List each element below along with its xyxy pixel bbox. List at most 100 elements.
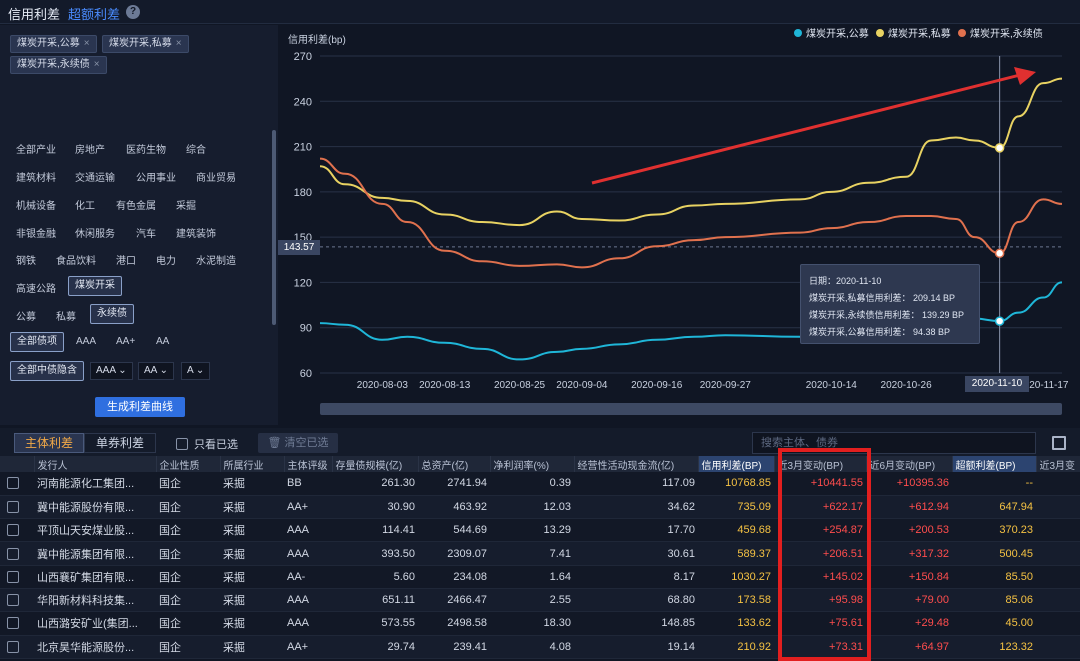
- industry-item[interactable]: 采掘: [176, 201, 196, 212]
- tab-single-bond-spread[interactable]: 单券利差: [84, 433, 156, 453]
- close-icon[interactable]: ×: [93, 59, 100, 70]
- checkbox-icon[interactable]: [7, 547, 19, 560]
- industry-item[interactable]: 机械设备: [16, 201, 56, 212]
- expand-icon[interactable]: [1052, 436, 1066, 450]
- issue-type-private[interactable]: 私募: [56, 312, 76, 323]
- table-cell: 30.61: [574, 541, 698, 566]
- y-tick-label: 120: [294, 277, 312, 289]
- close-icon[interactable]: ×: [175, 38, 182, 49]
- table-cell: 148.85: [574, 611, 698, 636]
- clear-selection-button[interactable]: 🗑 清空已选: [258, 433, 338, 453]
- date-range-slider[interactable]: [320, 403, 1062, 415]
- row-checkbox[interactable]: [0, 541, 34, 566]
- selected-series-chip[interactable]: 煤炭开采,公募 ×: [10, 35, 97, 53]
- table-cell: 589.37: [698, 541, 774, 566]
- table-cell: +95.98: [774, 588, 866, 613]
- col-total-assets[interactable]: 总资产(亿): [418, 456, 491, 472]
- issue-type-perpetual[interactable]: 永续债: [90, 304, 134, 324]
- implied-dropdown-2[interactable]: AA ⌄: [138, 362, 174, 380]
- table-cell: -: [1036, 518, 1080, 543]
- only-selected-checkbox[interactable]: 只看已选: [176, 436, 238, 452]
- industry-item[interactable]: 食品饮料: [56, 256, 96, 267]
- checkbox-icon[interactable]: [7, 524, 19, 537]
- row-checkbox[interactable]: [0, 611, 34, 636]
- checkbox-icon[interactable]: [7, 500, 19, 513]
- industry-item[interactable]: 钢铁: [16, 256, 36, 267]
- industry-item[interactable]: 商业贸易: [196, 173, 236, 184]
- industry-item[interactable]: 有色金属: [116, 201, 156, 212]
- checkbox-icon[interactable]: [7, 570, 19, 583]
- row-checkbox[interactable]: [0, 495, 34, 520]
- help-icon[interactable]: ?: [126, 5, 140, 19]
- industry-item[interactable]: 非银金融: [16, 229, 56, 240]
- col-industry[interactable]: 所属行业: [220, 456, 285, 472]
- selected-series-chip[interactable]: 煤炭开采,永续债 ×: [10, 56, 107, 74]
- industry-item[interactable]: 电力: [156, 256, 176, 267]
- table-row[interactable]: 华阳新材料科技集... 国企 采掘 AAA 651.11 2466.47 2.55 68.80…: [0, 588, 1080, 613]
- selected-series-chip[interactable]: 煤炭开采,私募 ×: [102, 35, 189, 53]
- checkbox-icon[interactable]: [7, 477, 19, 490]
- table-row[interactable]: 山西襄矿集团有限... 国企 采掘 AA- 5.60 234.08 1.64 8.17 1030…: [0, 565, 1080, 589]
- col-excess-spread[interactable]: 超额利差(BP): [952, 456, 1037, 472]
- col-net-margin[interactable]: 净利润率(%): [490, 456, 575, 472]
- issue-type-public[interactable]: 公募: [16, 312, 36, 323]
- table-row[interactable]: 平顶山天安煤业股... 国企 采掘 AAA 114.41 544.69 13.29 17.70…: [0, 518, 1080, 543]
- col-credit-spread[interactable]: 信用利差(BP): [698, 456, 775, 472]
- rating-all-bond[interactable]: 全部债项: [10, 332, 64, 352]
- rating-aaa[interactable]: AAA: [76, 336, 97, 347]
- row-checkbox[interactable]: [0, 565, 34, 589]
- col-nature[interactable]: 企业性质: [156, 456, 221, 472]
- scrollbar[interactable]: [272, 130, 276, 325]
- implied-dropdown-1[interactable]: AAA ⌄: [90, 362, 133, 380]
- industry-item[interactable]: 汽车: [136, 229, 156, 240]
- table-cell: 采掘: [220, 635, 284, 659]
- close-icon[interactable]: ×: [83, 38, 90, 49]
- industry-item[interactable]: 建筑装饰: [176, 229, 216, 240]
- table-cell: 114.41: [332, 518, 418, 543]
- industry-item-highway[interactable]: 高速公路: [16, 284, 56, 295]
- row-checkbox[interactable]: [0, 472, 34, 496]
- table-row[interactable]: 北京昊华能源股份... 国企 采掘 AA+ 29.74 239.41 4.08 19.14 21…: [0, 635, 1080, 659]
- industry-item[interactable]: 休闲服务: [75, 229, 115, 240]
- industry-item[interactable]: 港口: [116, 256, 136, 267]
- row-checkbox[interactable]: [0, 588, 34, 613]
- col-6m-change[interactable]: 近6月变动(BP): [866, 456, 953, 472]
- tab-credit-spread[interactable]: 信用利差: [8, 4, 61, 29]
- table-row[interactable]: 河南能源化工集团... 国企 采掘 BB 261.30 2741.94 0.39 117.09…: [0, 472, 1080, 496]
- generate-curve-button[interactable]: 生成利差曲线: [95, 397, 185, 417]
- implied-rating-all[interactable]: 全部中债隐含: [10, 361, 84, 381]
- industry-item[interactable]: 水泥制造: [196, 256, 236, 267]
- tab-issuer-spread[interactable]: 主体利差: [14, 433, 84, 453]
- industry-item[interactable]: 综合: [186, 145, 206, 156]
- rating-aa-plus[interactable]: AA+: [116, 336, 136, 347]
- checkbox-icon[interactable]: [7, 594, 19, 607]
- table-cell: 采掘: [220, 541, 284, 566]
- checkbox-icon[interactable]: [7, 640, 19, 653]
- industry-item[interactable]: 医药生物: [126, 145, 166, 156]
- row-checkbox[interactable]: [0, 518, 34, 543]
- industry-item[interactable]: 全部产业: [16, 145, 56, 156]
- col-issuer[interactable]: 发行人: [34, 456, 157, 472]
- industry-item[interactable]: 交通运输: [75, 173, 115, 184]
- industry-item[interactable]: 公用事业: [136, 173, 176, 184]
- table-row[interactable]: 山西潞安矿业(集团... 国企 采掘 AAA 573.55 2498.58 18.30 148…: [0, 611, 1080, 636]
- checkbox-icon[interactable]: [7, 617, 19, 630]
- y-tick-label: 90: [300, 323, 312, 335]
- col-outstanding[interactable]: 存量债规模(亿): [332, 456, 419, 472]
- industry-item[interactable]: 化工: [75, 201, 95, 212]
- tab-excess-spread[interactable]: 超额利差: [68, 7, 121, 22]
- table-cell: 国企: [156, 518, 220, 543]
- rating-aa[interactable]: AA: [156, 336, 170, 347]
- col-op-cashflow[interactable]: 经营性活动现金流(亿): [574, 456, 699, 472]
- col-rating[interactable]: 主体评级: [284, 456, 333, 472]
- row-checkbox[interactable]: [0, 635, 34, 659]
- industry-item[interactable]: 房地产: [75, 145, 105, 156]
- col-3m-change[interactable]: 近3月变动(BP): [774, 456, 867, 472]
- table-row[interactable]: 冀中能源集团有限... 国企 采掘 AAA 393.50 2309.07 7.41 30.61…: [0, 541, 1080, 566]
- implied-dropdown-3[interactable]: A ⌄: [181, 362, 211, 380]
- col-excess-3m-change[interactable]: 近3月变: [1036, 456, 1080, 472]
- table-row[interactable]: 冀中能源股份有限... 国企 采掘 AA+ 30.90 463.92 12.03 34.62 7…: [0, 495, 1080, 520]
- industry-item-coal[interactable]: 煤炭开采: [68, 276, 122, 296]
- y-tick-label: 270: [294, 51, 312, 63]
- industry-item[interactable]: 建筑材料: [16, 173, 56, 184]
